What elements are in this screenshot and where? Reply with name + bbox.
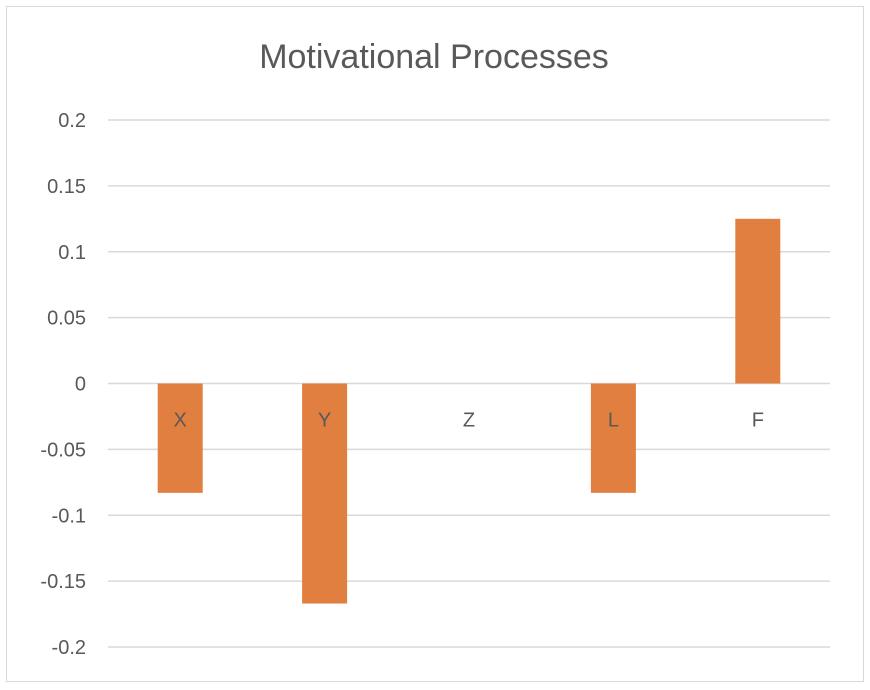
category-label: F (752, 410, 764, 432)
bar-x (157, 383, 203, 493)
bar-f (735, 218, 781, 384)
y-tick-label: -0.15 (40, 571, 86, 593)
y-tick-label: -0.1 (52, 505, 86, 527)
y-tick-label: 0.2 (58, 110, 86, 132)
category-label: Y (318, 410, 331, 432)
bar-y (302, 383, 348, 604)
y-tick-label: 0.05 (47, 308, 86, 330)
y-tick-label: 0 (75, 374, 86, 396)
chart-frame (6, 6, 864, 682)
bar-l (590, 383, 636, 493)
y-tick-label: -0.05 (40, 439, 86, 461)
chart-title: Motivational Processes (259, 38, 609, 76)
y-tick-label: -0.2 (52, 637, 86, 659)
y-tick-label: 0.15 (47, 176, 86, 198)
category-label: L (608, 410, 619, 432)
y-tick-label: 0.1 (58, 242, 86, 264)
category-label: Z (463, 410, 475, 432)
category-label: X (174, 410, 187, 432)
bars (157, 218, 781, 604)
y-axis-ticks: 0.2 0.15 0.1 0.05 0 -0.05 -0.1 -0.15 -0.2 (40, 110, 86, 659)
gridlines (108, 119, 830, 648)
